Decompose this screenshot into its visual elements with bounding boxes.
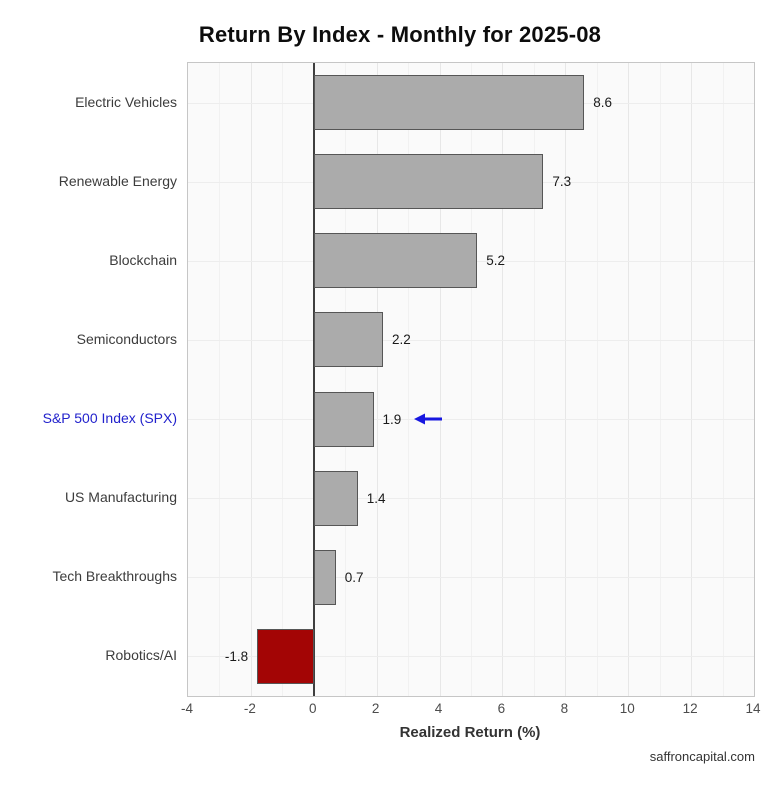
x-axis-tick-label: 14 bbox=[745, 701, 761, 716]
x-axis-tick-label: 12 bbox=[682, 701, 698, 716]
gridline-horizontal bbox=[188, 577, 754, 579]
category-label: S&P 500 Index (SPX) bbox=[42, 410, 177, 427]
gridline-vertical bbox=[282, 63, 284, 696]
gridline-vertical bbox=[596, 63, 598, 696]
footer-watermark: saffroncapital.com bbox=[649, 749, 755, 764]
x-axis-tick-label: -4 bbox=[180, 701, 193, 716]
gridline-vertical bbox=[628, 63, 630, 696]
x-axis-tick-label: 0 bbox=[309, 701, 317, 716]
value-label: 1.4 bbox=[366, 490, 386, 506]
gridline-vertical bbox=[439, 63, 441, 696]
bar bbox=[257, 628, 314, 684]
bar bbox=[313, 549, 336, 605]
value-label: 1.9 bbox=[382, 411, 402, 427]
category-label: Renewable Energy bbox=[58, 172, 177, 189]
bar bbox=[313, 470, 358, 526]
value-label: 7.3 bbox=[552, 174, 572, 190]
gridline-horizontal bbox=[188, 339, 754, 341]
gridline-horizontal bbox=[188, 498, 754, 500]
x-axis-tick-label: 6 bbox=[497, 701, 506, 716]
zero-axis-line bbox=[312, 63, 315, 696]
gridline-vertical bbox=[345, 63, 347, 696]
category-label: US Manufacturing bbox=[64, 489, 177, 506]
bar bbox=[313, 75, 585, 131]
gridline-vertical bbox=[471, 63, 472, 696]
bar bbox=[313, 154, 544, 210]
x-axis-tick-label: 4 bbox=[434, 701, 443, 716]
category-label: Robotics/AI bbox=[105, 647, 177, 664]
gridline-vertical bbox=[376, 63, 378, 696]
gridline-vertical bbox=[533, 63, 535, 696]
gridline-vertical bbox=[250, 63, 252, 696]
category-label: Blockchain bbox=[109, 251, 177, 268]
bar bbox=[313, 312, 383, 368]
x-axis-tick-label: 10 bbox=[619, 701, 635, 716]
category-label: Electric Vehicles bbox=[75, 93, 177, 110]
category-label: Semiconductors bbox=[76, 330, 177, 347]
value-label: 5.2 bbox=[486, 253, 506, 269]
gridline-vertical bbox=[219, 63, 221, 696]
x-axis-tick-label: 8 bbox=[560, 701, 569, 716]
gridline-vertical bbox=[502, 63, 504, 696]
gridline-horizontal bbox=[188, 419, 754, 421]
x-axis-tick-label: -2 bbox=[243, 701, 256, 716]
gridline-vertical bbox=[408, 63, 410, 696]
plot-area: 8.6 7.3 5.2 2.2 1.9 1.4 0.7 -1.8 bbox=[187, 62, 755, 697]
gridline-vertical bbox=[691, 63, 693, 696]
highlight-arrow-icon bbox=[413, 411, 442, 427]
value-label: 2.2 bbox=[391, 332, 411, 348]
gridline-horizontal bbox=[188, 656, 754, 658]
x-axis-tick-label: 2 bbox=[371, 701, 380, 716]
x-axis-title: Realized Return (%) bbox=[399, 724, 541, 741]
gridline-vertical bbox=[659, 63, 661, 696]
value-label: 8.6 bbox=[593, 95, 612, 111]
value-label: 0.7 bbox=[344, 569, 364, 585]
bar bbox=[313, 233, 478, 289]
bar bbox=[313, 391, 374, 447]
category-label: Tech Breakthroughs bbox=[52, 568, 177, 585]
gridline-vertical bbox=[565, 63, 567, 696]
value-label: -1.8 bbox=[224, 648, 249, 664]
gridline-vertical bbox=[722, 63, 724, 696]
chart-title: Return By Index - Monthly for 2025-08 bbox=[198, 22, 602, 47]
